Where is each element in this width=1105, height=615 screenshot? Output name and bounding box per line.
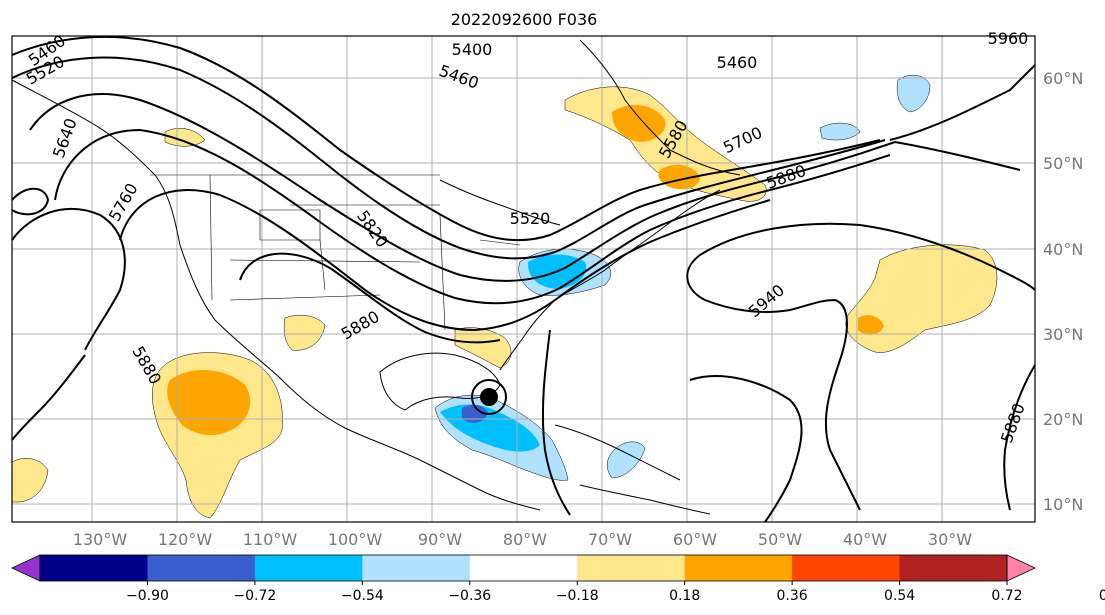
negative-anomaly-center-caribbean (462, 404, 488, 423)
longitude-label: 60°W (673, 530, 717, 549)
longitude-label: 100°W (328, 530, 383, 549)
colorbar-segment (362, 555, 471, 581)
colorbar-extend-high (1006, 554, 1036, 582)
colorbar-segment (469, 555, 578, 581)
longitude-label: 50°W (758, 530, 802, 549)
colorbar-extend-low (11, 554, 41, 582)
negative-anomaly-region-north-atlantic-2 (819, 122, 861, 141)
positive-anomaly-core-atlantic (858, 315, 884, 335)
contour-label: 5520 (510, 209, 551, 228)
latitude-label: 50°N (1043, 154, 1083, 173)
colorbar-segment (577, 555, 686, 581)
colorbar-tick-label: 0.54 (884, 588, 915, 604)
latitude-label: 30°N (1043, 325, 1083, 344)
latitude-label: 40°N (1043, 240, 1083, 259)
colorbar-tick-label: −0.72 (233, 588, 276, 604)
colorbar-segment (254, 555, 363, 581)
colorbar-tick-label: −0.18 (556, 588, 599, 604)
colorbar-tick-label: −0.54 (341, 588, 384, 604)
longitude-label: 40°W (843, 530, 887, 549)
positive-anomaly-region-eastern-pacific (11, 458, 49, 503)
coastlines (11, 39, 741, 515)
positive-anomaly-core-labrador (612, 105, 666, 142)
longitude-label: 80°W (503, 530, 547, 549)
figure-title: 2022092600 F036 (451, 10, 598, 29)
negative-anomaly-region-north-atlantic (896, 74, 931, 113)
colorbar-segment (792, 555, 901, 581)
colorbar: −0.90 −0.72 −0.54 −0.36 −0.18 0.18 0.36 0.54 0.7… (11, 554, 1105, 604)
contour-label: 5400 (452, 40, 493, 59)
colorbar-tick-label: −0.90 (126, 588, 169, 604)
contour-label: 5460 (717, 53, 758, 72)
longitude-label: 30°W (928, 530, 972, 549)
negative-anomaly-region-antilles (607, 441, 646, 479)
colorbar-tick-label: 0.18 (669, 588, 700, 604)
colorbar-tick-label: 0.90 (1099, 588, 1105, 604)
shaded-anomaly-fields (11, 74, 998, 519)
longitude-label: 110°W (243, 530, 298, 549)
latitude-label: 10°N (1043, 495, 1083, 514)
colorbar-tick-label: 0.36 (777, 588, 808, 604)
latitude-label: 20°N (1043, 410, 1083, 429)
longitude-label: 70°W (588, 530, 632, 549)
positive-anomaly-region-mexico (283, 314, 326, 351)
colorbar-segment (684, 555, 793, 581)
contour-label: 5960 (988, 29, 1029, 48)
colorbar-segment (40, 555, 148, 581)
colorbar-outline (39, 554, 1008, 582)
colorbar-tick-label: 0.72 (991, 588, 1022, 604)
longitude-label: 130°W (73, 530, 128, 549)
colorbar-tick-label: −0.36 (448, 588, 491, 604)
storm-center-marker (471, 379, 507, 415)
map-frame (11, 35, 1036, 523)
latitude-label: 60°N (1043, 69, 1083, 88)
positive-anomaly-region-canada (164, 128, 206, 147)
longitude-label: 120°W (158, 530, 213, 549)
political-borders (150, 174, 521, 331)
latitude-labels: 60°N 50°N 40°N 30°N 20°N 10°N (1043, 69, 1083, 514)
geopotential-height-contours (11, 35, 1036, 523)
longitude-labels: 130°W 120°W 110°W 100°W 90°W 80°W 70°W 60°W 50°W… (73, 530, 972, 549)
longitude-label: 90°W (418, 530, 462, 549)
colorbar-segment (147, 555, 256, 581)
colorbar-segment (899, 555, 1008, 581)
